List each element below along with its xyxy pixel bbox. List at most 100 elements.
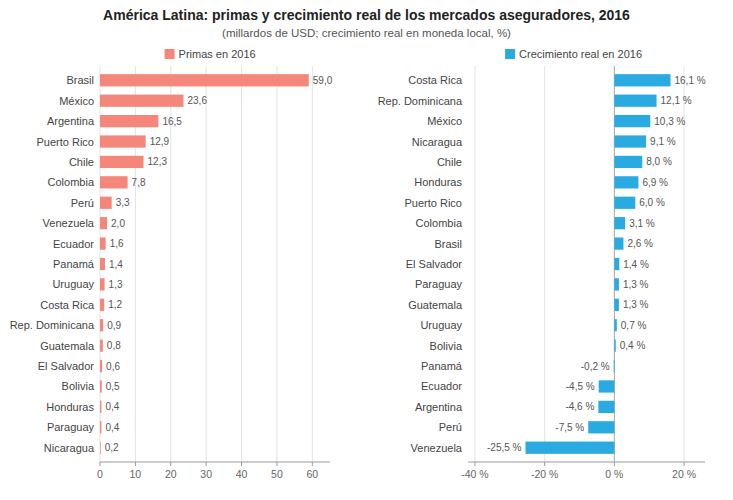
category-label: Chile <box>69 156 94 168</box>
category-label: Nicaragua <box>44 442 95 454</box>
x-tick-label: 50 <box>271 468 283 480</box>
data-label: 3,1 % <box>629 218 655 229</box>
bar <box>100 258 105 270</box>
legend: Primas en 2016 <box>165 48 256 60</box>
bar <box>100 176 128 188</box>
category-label: El Salvador <box>38 360 95 372</box>
data-label: 6,0 % <box>639 197 665 208</box>
data-label: -0,2 % <box>581 361 610 372</box>
bar <box>614 156 642 168</box>
data-label: -4,6 % <box>565 401 594 412</box>
data-label: 0,4 <box>105 401 119 412</box>
bar <box>614 217 625 229</box>
data-label: -25,5 % <box>487 442 522 453</box>
x-axis-line <box>100 462 330 463</box>
x-tick <box>544 462 545 466</box>
x-tick-label: 60 <box>306 468 318 480</box>
grid-line <box>544 66 545 462</box>
bar <box>598 401 614 413</box>
data-label: 1,3 % <box>623 299 649 310</box>
bar <box>614 319 616 331</box>
category-label: Puerto Rico <box>37 136 94 148</box>
x-tick-label: -20 % <box>531 468 558 480</box>
bars <box>526 74 671 454</box>
data-label: 23,6 <box>188 95 208 106</box>
bar <box>614 299 619 311</box>
bar <box>100 197 112 209</box>
data-label: 8,0 % <box>646 156 672 167</box>
category-label: Perú <box>439 421 462 433</box>
category-label: Perú <box>71 197 94 209</box>
grid-line <box>312 66 313 462</box>
category-label: Colombia <box>416 217 463 229</box>
category-label: Panamá <box>421 360 463 372</box>
category-label: Costa Rica <box>408 74 463 86</box>
data-labels: 59,023,616,512,912,37,83,32,01,61,41,31,… <box>105 75 333 453</box>
category-label: Colombia <box>48 176 95 188</box>
bar <box>100 115 158 127</box>
legend-label: Primas en 2016 <box>179 48 256 60</box>
category-label: México <box>427 115 462 127</box>
x-tick <box>614 462 615 466</box>
data-label: 1,4 <box>109 259 123 270</box>
data-label: 0,5 <box>106 381 120 392</box>
data-label: 2,6 % <box>627 238 653 249</box>
data-label: 10,3 % <box>654 116 685 127</box>
data-label: 1,2 <box>108 299 122 310</box>
data-label: -7,5 % <box>555 422 584 433</box>
category-label: Paraguay <box>47 421 95 433</box>
data-label: 3,3 <box>116 197 130 208</box>
category-label: Nicaragua <box>412 136 463 148</box>
grid-line <box>276 66 277 462</box>
legend: Crecimiento real en 2016 <box>505 48 642 60</box>
subtitle: (millardos de USD; crecimiento real en m… <box>222 27 511 39</box>
x-tick <box>170 462 171 466</box>
bar <box>614 237 623 249</box>
bar <box>100 319 103 331</box>
panel: 0102030405060BrasilMéxicoArgentinaPuerto… <box>10 48 333 480</box>
bar <box>614 258 619 270</box>
category-label: Argentina <box>47 115 95 127</box>
data-label: 6,9 % <box>642 177 668 188</box>
bar <box>614 176 638 188</box>
data-label: 12,9 <box>150 136 170 147</box>
category-label: Guatemala <box>40 340 95 352</box>
bar <box>614 135 646 147</box>
category-label: Ecuador <box>421 380 462 392</box>
category-label: Bolivia <box>430 340 463 352</box>
data-label: 0,7 % <box>621 320 647 331</box>
category-label: El Salvador <box>406 258 463 270</box>
title: América Latina: primas y crecimiento rea… <box>103 7 630 23</box>
category-label: Costa Rica <box>40 299 95 311</box>
category-label: México <box>59 95 94 107</box>
data-label: 1,3 <box>109 279 123 290</box>
data-label: 12,1 % <box>661 95 692 106</box>
x-tick <box>241 462 242 466</box>
data-label: 0,4 <box>105 422 119 433</box>
x-tick-label: -40 % <box>461 468 488 480</box>
x-tick <box>312 462 313 466</box>
x-tick-label: 10 <box>130 468 142 480</box>
bar <box>100 237 106 249</box>
category-label: Uruguay <box>52 278 94 290</box>
x-tick <box>206 462 207 466</box>
bar <box>614 278 619 290</box>
data-label: 59,0 <box>313 75 333 86</box>
bars <box>100 74 309 454</box>
x-tick-label: 20 % <box>672 468 696 480</box>
data-label: 0,9 <box>107 320 121 331</box>
x-tick <box>100 462 101 466</box>
bar <box>588 421 614 433</box>
category-label: Venezuela <box>411 442 463 454</box>
data-label: 1,6 <box>110 238 124 249</box>
category-label: Uruguay <box>420 319 462 331</box>
x-axis-line <box>468 462 705 463</box>
bar <box>100 156 144 168</box>
bar <box>614 115 650 127</box>
category-label: Brasil <box>66 74 94 86</box>
category-label: Ecuador <box>53 238 94 250</box>
bar <box>100 380 102 392</box>
data-label: 0,4 % <box>620 340 646 351</box>
category-label: Rep. Dominicana <box>10 319 95 331</box>
legend-swatch <box>165 49 175 59</box>
